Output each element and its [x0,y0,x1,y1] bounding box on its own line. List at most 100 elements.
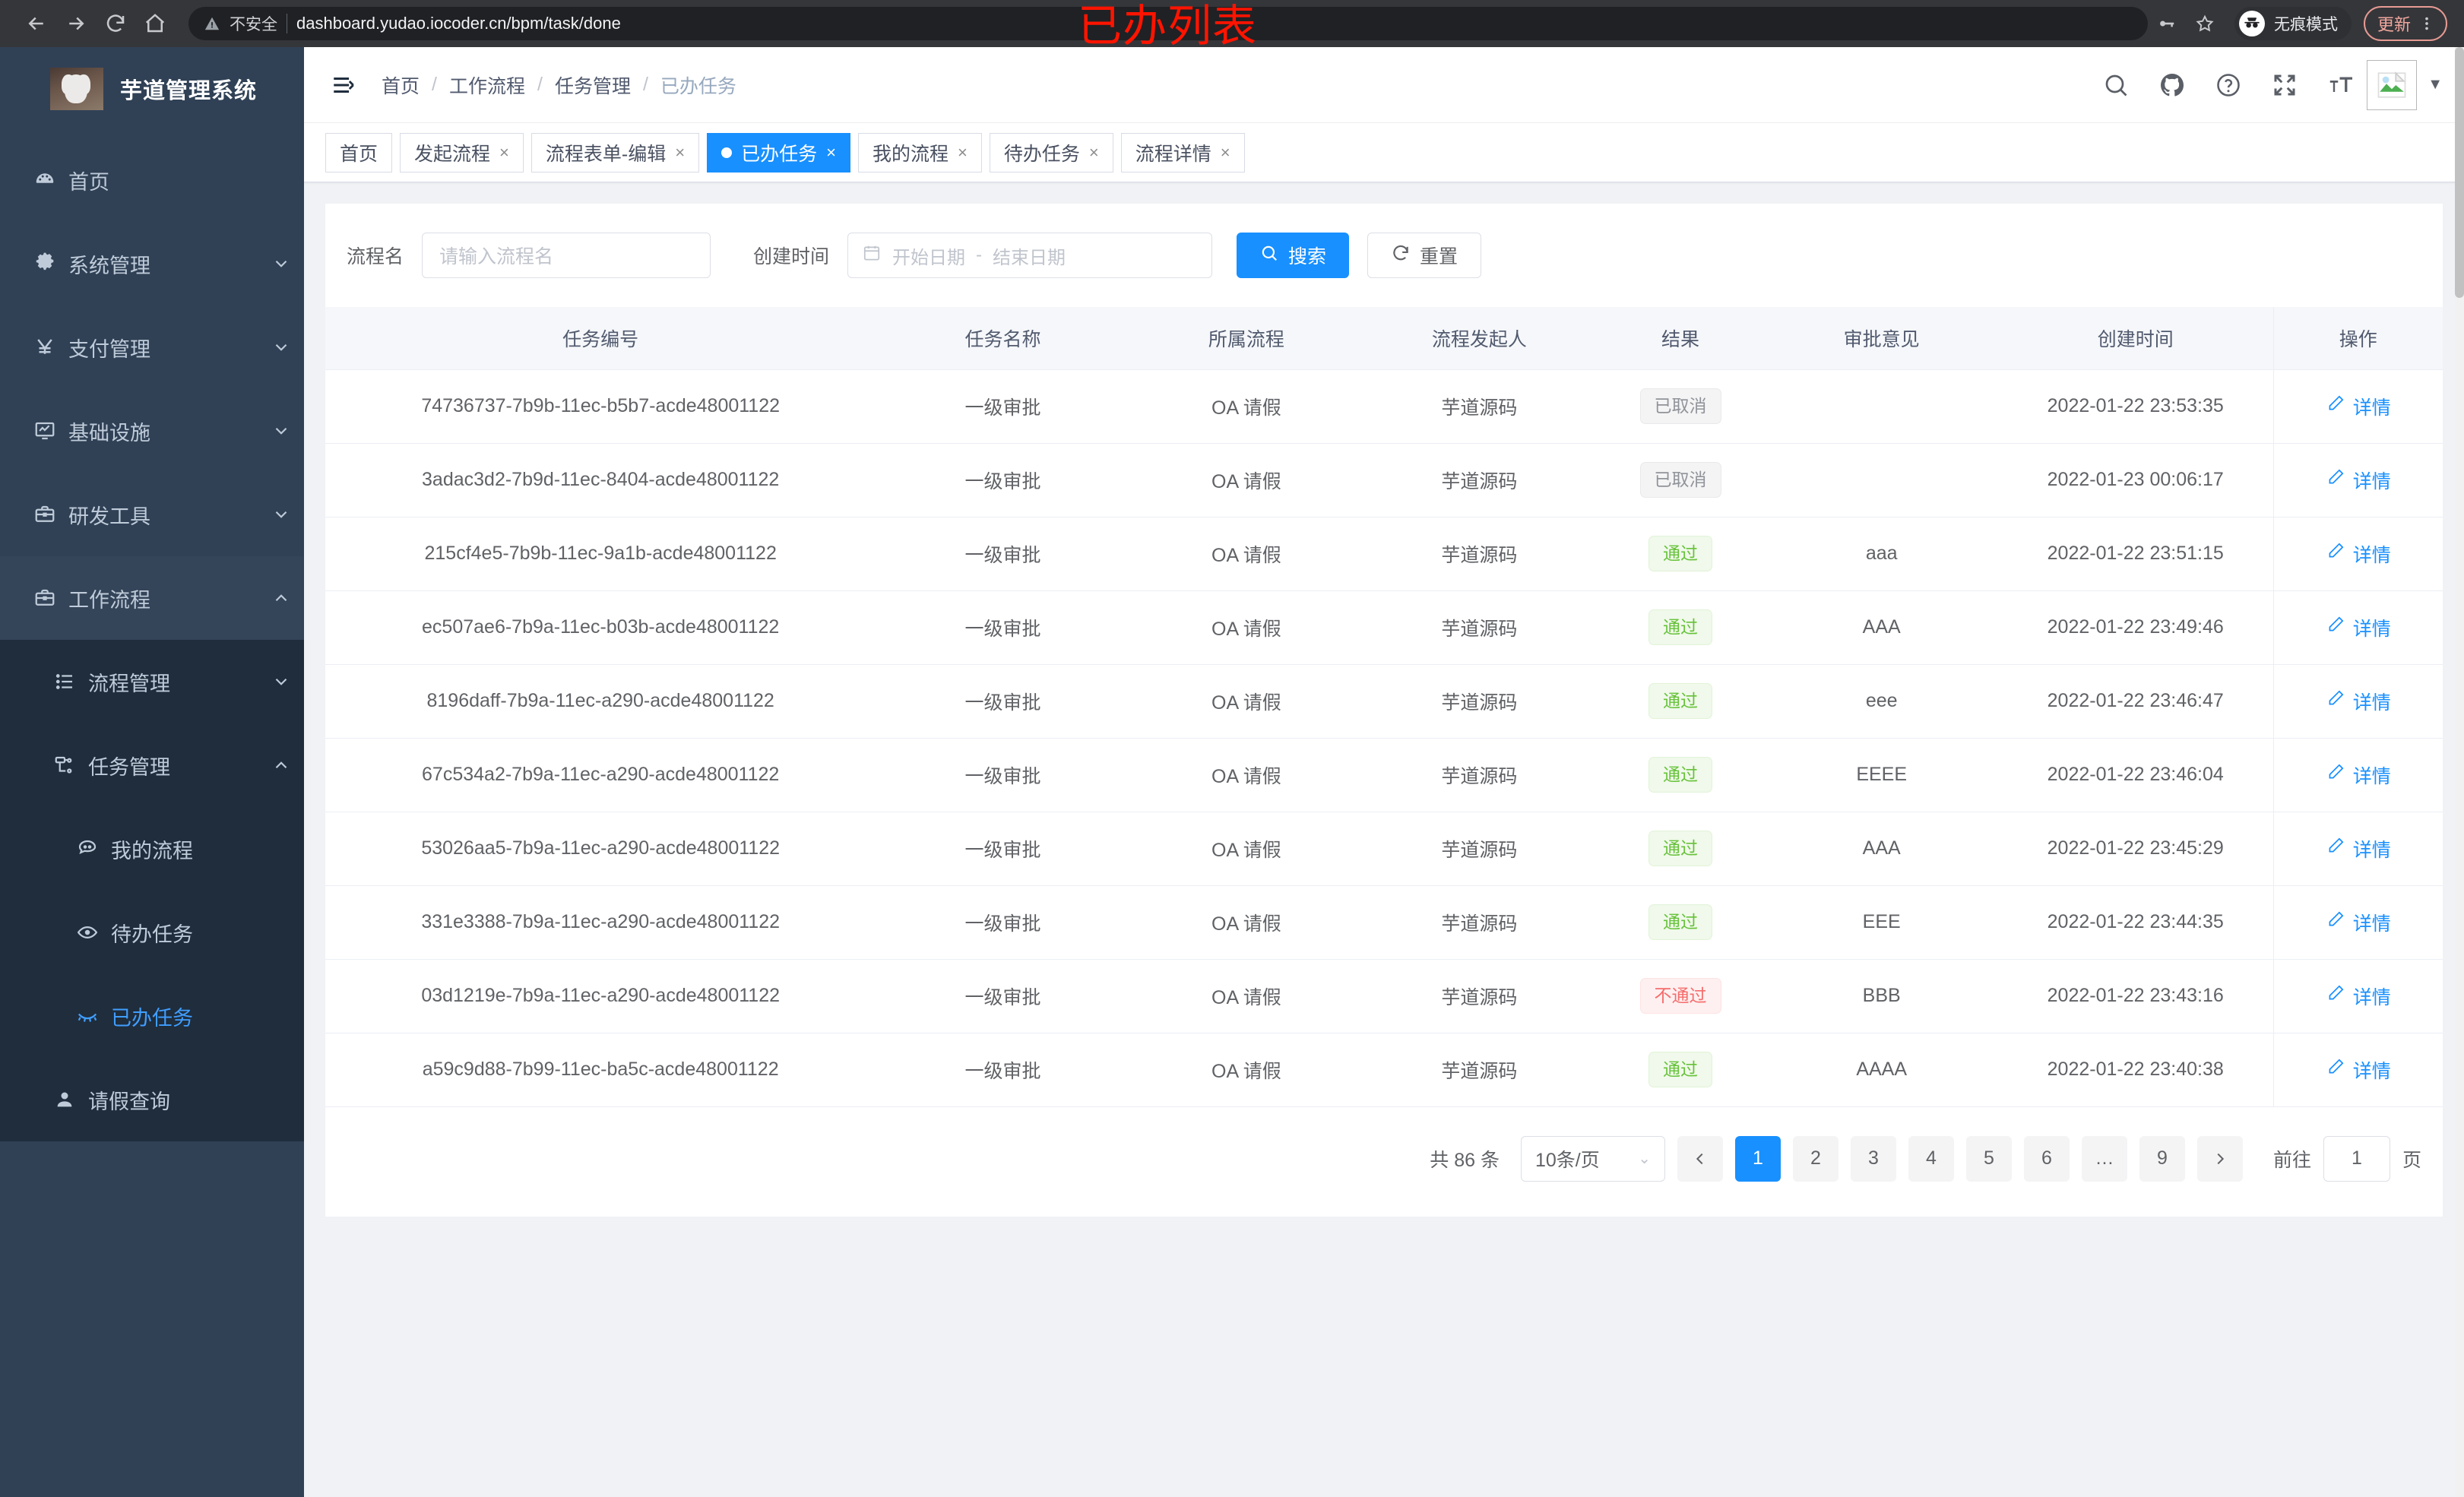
tab-home[interactable]: 首页 [325,132,393,172]
detail-button[interactable]: 详情 [2326,983,2391,1010]
close-icon[interactable]: × [499,142,509,162]
incognito-indicator[interactable]: 无痕模式 [2234,7,2352,40]
sidebar-item-todo-task[interactable]: 待办任务 [0,891,304,974]
sidebar-item-system-management[interactable]: 系统管理 [0,222,304,305]
page-button-6[interactable]: 6 [2023,1135,2070,1182]
home-icon[interactable] [135,4,175,43]
detail-button[interactable]: 详情 [2326,1056,2391,1084]
sidebar-item-process-management[interactable]: 流程管理 [0,640,304,723]
star-icon[interactable] [2186,5,2224,43]
cell-task-name: 一级审批 [876,590,1130,665]
close-icon[interactable]: × [675,142,686,162]
breadcrumb-item[interactable]: 任务管理 [554,75,631,97]
next-page-button[interactable] [2196,1135,2243,1182]
table-row: 53026aa5-7b9a-11ec-a290-acde48001122 一级审批… [325,812,2443,886]
sidebar-item-task-management[interactable]: 任务管理 [0,723,304,807]
tab-process-form-edit[interactable]: 流程表单-编辑 × [530,132,700,172]
page-size-select[interactable]: 10条/页 ⌄ [1520,1135,1665,1182]
sidebar-item-dev-tools[interactable]: 研发工具 [0,473,304,556]
close-icon[interactable]: × [957,142,968,162]
cell-created-time: 2022-01-22 23:44:35 [1997,885,2274,960]
detail-button[interactable]: 详情 [2326,540,2391,568]
table-row: 3adac3d2-7b9d-11ec-8404-acde48001122 一级审批… [325,443,2443,517]
column-header-result[interactable]: 结果 [1595,307,1766,370]
tab-process-detail[interactable]: 流程详情 × [1120,132,1245,172]
cell-task-id: 8196daff-7b9a-11ec-a290-acde48001122 [325,664,876,739]
tab-done-task[interactable]: 已办任务 × [707,132,850,172]
column-header-process[interactable]: 所属流程 [1129,307,1363,370]
column-header-initiator[interactable]: 流程发起人 [1363,307,1596,370]
key-icon[interactable] [2148,5,2186,43]
reload-icon[interactable] [96,4,135,43]
detail-label: 详情 [2352,765,2391,787]
close-icon[interactable]: × [1088,142,1099,162]
breadcrumb-item[interactable]: 首页 [382,75,420,97]
detail-button[interactable]: 详情 [2326,909,2391,936]
avatar[interactable] [2367,59,2418,110]
date-end-placeholder: 结束日期 [993,247,1066,268]
process-name-input[interactable]: 请输入流程名 [422,233,711,278]
page-button-1[interactable]: 1 [1734,1135,1781,1182]
cell-operation: 详情 [2272,590,2443,665]
detail-button[interactable]: 详情 [2326,614,2391,641]
sidebar-item-workflow[interactable]: 工作流程 [0,556,304,640]
github-icon[interactable] [2157,70,2187,100]
tab-my-process[interactable]: 我的流程 × [857,132,982,172]
page-scrollbar[interactable] [2455,47,2464,1497]
page-button-2[interactable]: 2 [1792,1135,1838,1182]
tab-todo-task[interactable]: 待办任务 × [989,132,1113,172]
reset-button[interactable]: 重置 [1367,233,1482,278]
back-icon[interactable] [17,4,56,43]
forward-icon[interactable] [56,4,96,43]
tab-start-process[interactable]: 发起流程 × [400,132,524,172]
sidebar-item-home[interactable]: 首页 [0,138,304,222]
brand-logo[interactable]: 芋道管理系统 [0,47,304,131]
create-time-range-picker[interactable]: 开始日期 - 结束日期 [847,233,1213,278]
sidebar-item-infrastructure[interactable]: 基础设施 [0,389,304,473]
detail-button[interactable]: 详情 [2326,835,2391,862]
detail-button[interactable]: 详情 [2326,761,2391,789]
fullscreen-icon[interactable] [2269,70,2300,100]
question-circle-icon[interactable] [2213,70,2244,100]
detail-label: 详情 [2352,470,2391,492]
column-header-task-id[interactable]: 任务编号 [325,307,876,370]
scrollbar-thumb[interactable] [2455,47,2464,298]
breadcrumb-item[interactable]: 工作流程 [448,75,525,97]
cell-comment [1765,443,1998,517]
hamburger-icon[interactable] [327,68,360,102]
detail-button[interactable]: 详情 [2326,393,2391,420]
cell-operation: 详情 [2272,517,2443,591]
column-header-created-time[interactable]: 创建时间 [1997,307,2274,370]
sidebar-item-my-process[interactable]: 我的流程 [0,807,304,891]
cell-comment: AAA [1765,812,1998,886]
page-jumper-input[interactable]: 1 [2323,1135,2390,1182]
detail-button[interactable]: 详情 [2326,467,2391,494]
sidebar-item-leave-query[interactable]: 请假查询 [0,1058,304,1141]
close-icon[interactable]: × [1220,142,1230,162]
column-header-task-name[interactable]: 任务名称 [876,307,1130,370]
sidebar-item-done-task[interactable]: 已办任务 [0,974,304,1058]
table-row: 67c534a2-7b9a-11ec-a290-acde48001122 一级审批… [325,738,2443,812]
page-button-4[interactable]: 4 [1908,1135,1954,1182]
prev-page-button[interactable] [1677,1135,1723,1182]
column-header-comment[interactable]: 审批意见 [1765,307,1998,370]
chevron-up-icon [258,588,304,608]
page-button-5[interactable]: 5 [1965,1135,2012,1182]
page-button-3[interactable]: 3 [1850,1135,1896,1182]
close-icon[interactable]: × [826,142,836,162]
edit-icon [2326,394,2345,419]
address-bar[interactable]: 不安全 dashboard.yudao.iocoder.cn/bpm/task/… [188,7,2148,40]
font-size-icon[interactable] [2326,70,2356,100]
caret-down-icon[interactable]: ▼ [2428,76,2443,93]
page-button-…[interactable]: … [2081,1135,2127,1182]
update-button[interactable]: 更新 [2363,6,2447,41]
search-icon[interactable] [2101,70,2131,100]
sidebar-item-payment-management[interactable]: 支付管理 [0,305,304,389]
url-text: dashboard.yudao.iocoder.cn/bpm/task/done [296,14,621,33]
cell-result: 通过 [1595,885,1766,960]
kebab-menu-icon[interactable] [2414,14,2440,33]
search-button[interactable]: 搜索 [1237,233,1350,278]
tab-label: 已办任务 [741,143,818,165]
detail-button[interactable]: 详情 [2326,688,2391,715]
page-button-9[interactable]: 9 [2139,1135,2185,1182]
